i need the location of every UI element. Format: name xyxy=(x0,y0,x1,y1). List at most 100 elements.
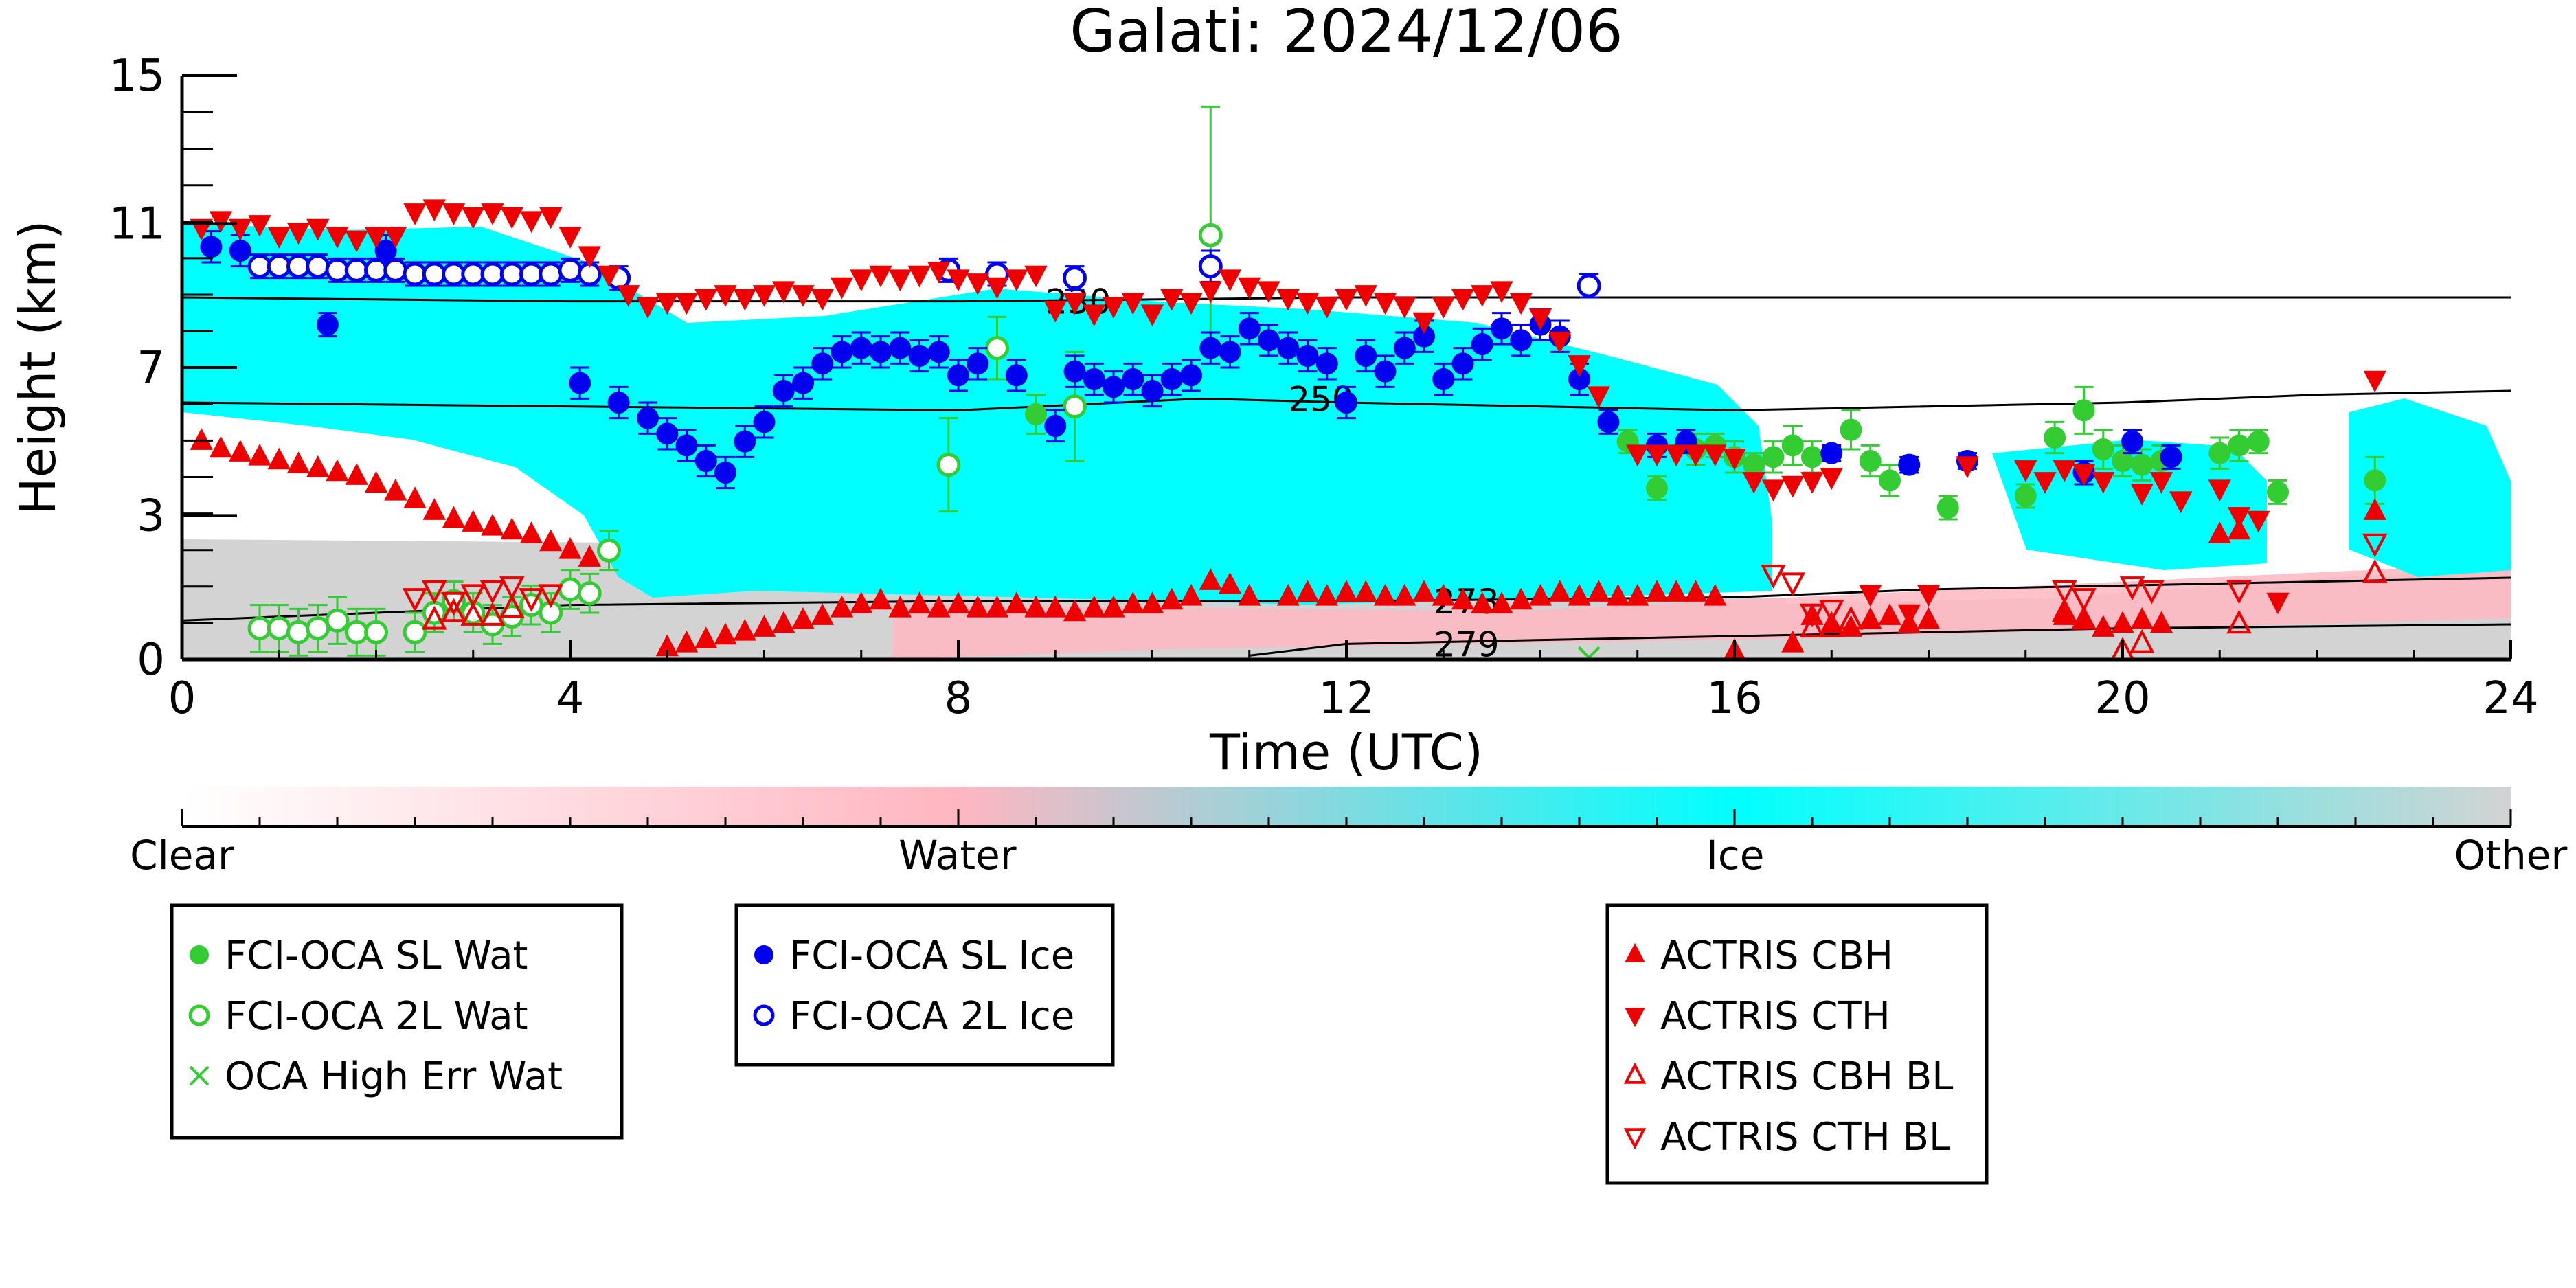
legend-3: ACTRIS CBH ACTRIS CTH ACTRIS CBH BL ACTRIS … xyxy=(1605,903,1989,1185)
data-point xyxy=(1645,580,1669,602)
data-point xyxy=(1878,603,1901,625)
data-point xyxy=(2119,576,2145,600)
data-point xyxy=(539,207,563,229)
legend-1: FCI-OCA SL Wat FCI-OCA 2L Wat OCA High Err… xyxy=(170,903,624,1140)
data-point xyxy=(519,211,543,234)
data-point xyxy=(1510,329,1533,352)
data-point xyxy=(326,227,349,249)
data-point xyxy=(1723,449,1746,471)
data-point xyxy=(1199,337,1222,359)
data-point xyxy=(1859,607,1882,629)
data-point xyxy=(811,289,834,311)
data-point xyxy=(1548,580,1572,602)
data-point xyxy=(1781,434,1804,457)
legend-marker-fci-oca-sl-ice xyxy=(754,945,773,964)
data-point xyxy=(479,602,506,626)
y-tick-label: 3 xyxy=(137,490,165,541)
data-point xyxy=(1626,583,1649,606)
data-point xyxy=(364,258,388,282)
data-point xyxy=(1219,341,1241,363)
data-point xyxy=(1258,329,1280,352)
x-tick-label: 24 xyxy=(2483,673,2538,724)
x-tick-label: 8 xyxy=(945,673,973,724)
data-point xyxy=(1296,293,1320,315)
data-point xyxy=(1083,368,1105,390)
data-point xyxy=(1121,591,1144,613)
data-point xyxy=(306,455,330,477)
data-point xyxy=(1063,360,1086,383)
x-tick-label: 12 xyxy=(1318,673,1374,724)
data-point xyxy=(267,254,291,279)
data-point xyxy=(1315,352,1338,375)
ice-region xyxy=(182,223,1772,605)
data-point xyxy=(637,407,659,429)
legend-label-fci-oca-2l-ice: FCI-OCA 2L Ice xyxy=(789,994,1074,1039)
data-point xyxy=(2149,472,2173,494)
data-point xyxy=(888,595,912,618)
y-tick-label: 7 xyxy=(137,343,165,394)
data-point xyxy=(1879,469,1901,492)
data-point xyxy=(422,199,446,222)
data-point xyxy=(461,262,486,286)
data-point xyxy=(597,538,621,563)
data-point xyxy=(2149,611,2173,633)
data-point xyxy=(1645,444,1669,467)
data-point xyxy=(569,372,591,394)
data-point xyxy=(421,580,447,605)
data-point xyxy=(1218,572,1242,594)
data-point xyxy=(772,380,795,402)
data-point xyxy=(1277,337,1300,359)
data-point xyxy=(2130,607,2154,629)
data-point xyxy=(1005,364,1028,387)
data-point xyxy=(2130,484,2154,506)
data-point xyxy=(694,626,718,648)
data-point xyxy=(2072,464,2096,486)
data-point xyxy=(422,498,446,520)
data-point xyxy=(772,281,795,304)
data-point xyxy=(2092,615,2115,637)
data-point xyxy=(1335,392,1357,414)
data-point xyxy=(1296,580,1320,602)
data-markers xyxy=(190,105,2388,659)
data-point xyxy=(1840,418,1862,441)
water-region xyxy=(893,563,2511,659)
data-point xyxy=(831,341,853,363)
data-point xyxy=(316,313,339,336)
colorbar-labels: Clear Water Ice Other xyxy=(130,832,2567,879)
data-point xyxy=(656,422,679,445)
legend-label-actris-cth-bl: ACTRIS CTH BL xyxy=(1660,1115,1950,1160)
data-point xyxy=(383,258,408,282)
legend-label-fci-oca-sl-ice: FCI-OCA SL Ice xyxy=(789,934,1074,978)
data-point xyxy=(1577,646,1601,659)
data-point xyxy=(364,620,388,644)
data-point xyxy=(345,463,368,485)
data-point xyxy=(209,436,233,458)
data-point xyxy=(675,293,699,315)
data-point xyxy=(2014,460,2037,482)
legends: FCI-OCA SL Wat FCI-OCA 2L Wat OCA High Err… xyxy=(170,903,1989,1185)
data-point xyxy=(1471,333,1493,355)
data-point xyxy=(1597,411,1620,433)
data-point xyxy=(1276,583,1300,606)
data-point xyxy=(907,591,931,613)
legend-2: FCI-OCA SL Ice FCI-OCA 2L Ice xyxy=(734,903,1115,1067)
y-ticks: 0 3 7 11 15 xyxy=(109,51,237,686)
data-point xyxy=(2228,434,2250,457)
data-point xyxy=(2227,517,2251,540)
data-point xyxy=(1179,293,1203,315)
data-point xyxy=(364,227,388,249)
classification-background xyxy=(182,223,2511,659)
data-point xyxy=(1354,285,1377,307)
data-point xyxy=(985,595,1009,618)
data-point xyxy=(209,211,233,234)
colorbar: Clear Water Ice Other xyxy=(130,787,2567,879)
data-point xyxy=(1160,587,1184,610)
data-point xyxy=(1897,604,1921,626)
data-point xyxy=(908,345,931,367)
data-point xyxy=(2226,580,2252,605)
data-point xyxy=(1218,269,1242,292)
data-point xyxy=(2044,427,2066,449)
x-stroke xyxy=(189,1065,210,1086)
data-point xyxy=(1238,277,1261,300)
data-point xyxy=(2111,611,2134,633)
